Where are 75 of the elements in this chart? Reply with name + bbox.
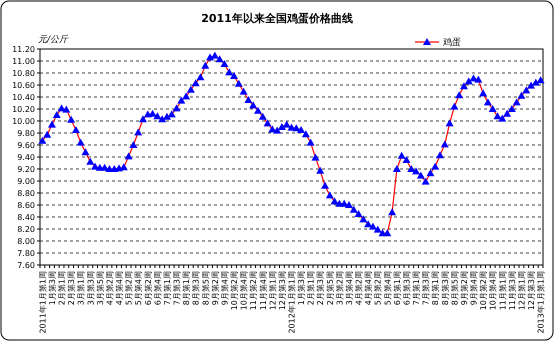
y-tick-label: 10.00 <box>12 117 35 126</box>
y-tick-label: 11.20 <box>12 45 35 54</box>
x-tick-label: 3月第5周 <box>96 271 105 306</box>
x-tick-label: 4月第4周 <box>115 271 124 306</box>
x-tick-label: 7月第1周 <box>412 271 422 306</box>
x-tick-label: 3月第4周 <box>344 271 354 306</box>
y-tick-label: 7.80 <box>17 249 35 258</box>
y-tick-label: 11.00 <box>12 57 35 66</box>
x-tick-label: 4月第2周 <box>105 271 114 306</box>
x-tick-label: 2011年1月第1周 <box>38 271 48 334</box>
x-tick-label: 12月第3周 <box>278 271 287 310</box>
y-tick-label: 8.20 <box>17 225 35 234</box>
x-tick-label: 4月第2周 <box>354 271 364 306</box>
y-tick-label: 8.40 <box>17 213 35 222</box>
x-tick-label: 10月第4周 <box>488 271 498 310</box>
x-tick-label: 10月第4周 <box>240 271 249 310</box>
x-tick-label: 9月第4周 <box>470 271 479 306</box>
x-tick-label: 8月第3周 <box>440 271 450 306</box>
x-tick-label: 7月第1周 <box>162 271 172 306</box>
x-tick-label: 2013年1月第1周 <box>536 271 546 334</box>
x-tick-label: 12月第3周 <box>527 271 536 310</box>
x-tick-label: 9月第4周 <box>220 271 230 306</box>
y-tick-label: 8.80 <box>17 189 35 198</box>
x-tick-label: 5月第2周 <box>124 271 134 306</box>
x-tick-label: 3月第2周 <box>335 271 344 306</box>
x-tick-label: 9月第2周 <box>460 271 469 306</box>
x-tick-label: 10月第2周 <box>479 271 488 310</box>
x-tick-label: 8月第1周 <box>431 271 440 306</box>
chart-title: 2011年以来全国鸡蛋价格曲线 <box>201 12 353 25</box>
y-axis-title: 元/公斤 <box>38 34 70 45</box>
x-tick-label: 1月第3周 <box>297 271 306 306</box>
x-tick-label: 6月第2周 <box>144 271 153 306</box>
x-tick-label: 2月第1周 <box>306 271 316 306</box>
x-tick-label: 2月第5周 <box>326 271 335 306</box>
x-tick-label: 12月第1周 <box>517 271 526 310</box>
y-tick-label: 10.20 <box>12 105 35 114</box>
x-tick-label: 2月第1周 <box>58 271 67 306</box>
x-tick-label: 6月第4周 <box>153 271 162 306</box>
x-tick-label: 11月第4周 <box>258 271 268 310</box>
y-tick-label: 9.20 <box>17 165 35 174</box>
y-tick-label: 7.60 <box>17 261 35 270</box>
x-tick-label: 11月第2周 <box>249 271 258 310</box>
y-tick-label: 10.40 <box>12 93 35 102</box>
x-tick-label: 11月第1周 <box>498 271 508 310</box>
x-tick-label: 8月第5周 <box>450 271 460 306</box>
x-tick-label: 10月第2周 <box>230 271 240 310</box>
x-tick-label: 8月第1周 <box>182 271 192 306</box>
x-tick-label: 2012年1月第1周 <box>288 271 296 334</box>
x-tick-label: 9月第2周 <box>210 271 220 306</box>
x-tick-label: 12月第1周 <box>268 271 278 310</box>
x-tick-label: 5月第2周 <box>374 271 383 306</box>
y-tick-label: 10.60 <box>12 81 35 90</box>
y-tick-label: 8.00 <box>17 237 35 246</box>
legend-label: 鸡蛋 <box>442 37 461 48</box>
x-tick-label: 5月第4周 <box>383 271 392 306</box>
x-tick-label: 7月第3周 <box>422 271 431 306</box>
x-tick-label: 11月第3周 <box>508 271 517 310</box>
y-tick-label: 9.00 <box>17 177 35 186</box>
y-tick-label: 10.80 <box>12 69 35 78</box>
y-tick-label: 8.60 <box>17 201 35 210</box>
x-tick-label: 2月第3周 <box>67 271 76 306</box>
x-tick-label: 6月第3周 <box>402 271 412 306</box>
y-tick-label: 9.80 <box>17 129 35 138</box>
x-tick-label: 3月第3周 <box>86 271 96 306</box>
x-tick-label: 8月第5周 <box>201 271 210 306</box>
x-tick-label: 2月第3周 <box>316 271 326 306</box>
x-tick-label: 6月第1周 <box>392 271 402 306</box>
x-tick-label: 5月第4周 <box>134 271 144 306</box>
y-tick-label: 9.40 <box>17 153 35 162</box>
y-tick-label: 9.60 <box>17 141 35 150</box>
x-tick-label: 3月第1周 <box>76 271 86 306</box>
x-tick-label: 4月第4周 <box>364 271 374 306</box>
x-tick-label: 1月第3周 <box>48 271 57 306</box>
x-tick-label: 7月第3周 <box>172 271 182 306</box>
x-tick-label: 8月第3周 <box>192 271 201 306</box>
